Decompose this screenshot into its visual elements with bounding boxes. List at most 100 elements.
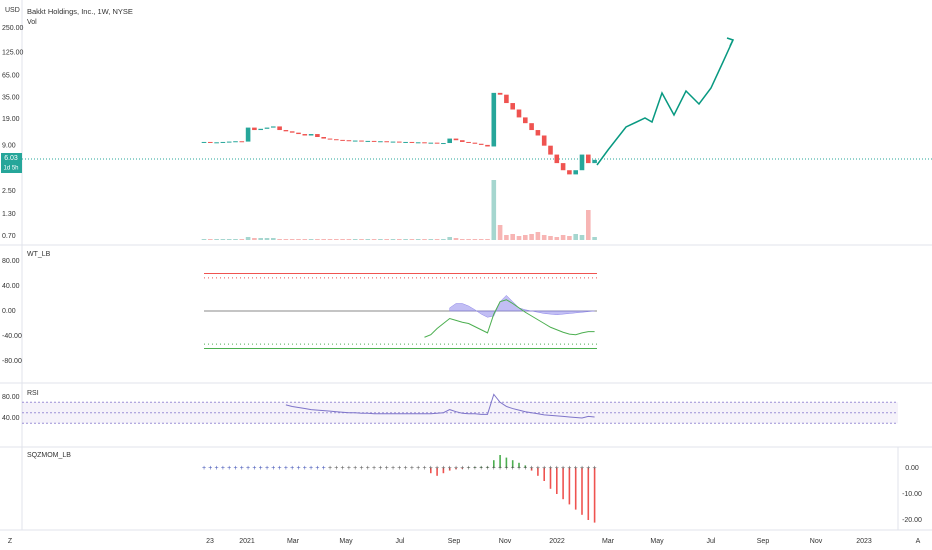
wt-tick-label: 0.00 — [2, 308, 16, 315]
candle — [466, 141, 471, 143]
sqz-bar — [430, 468, 432, 474]
sqz-cross: + — [322, 465, 326, 472]
candle — [579, 154, 585, 171]
volume-bar — [529, 234, 534, 240]
sqz-cross: + — [240, 465, 244, 472]
sqz-bar — [530, 468, 533, 471]
sqz-cross: + — [378, 465, 382, 472]
candle — [296, 132, 301, 135]
candle — [472, 142, 478, 144]
rsi-name: RSI — [27, 390, 39, 397]
rsi-tick-label: 40.00 — [2, 415, 20, 422]
candle — [529, 123, 534, 131]
volume-bar — [586, 210, 591, 240]
sqz-cross: + — [416, 465, 420, 472]
volume-bar — [208, 239, 213, 240]
sqz-cross: + — [542, 465, 546, 472]
rsi-tick-label: 80.00 — [2, 394, 20, 401]
corner-left[interactable]: Z — [8, 538, 13, 545]
sqz-cross: + — [586, 465, 590, 472]
candle — [264, 127, 270, 129]
time-label: Nov — [499, 538, 512, 545]
candle — [233, 141, 238, 143]
candle — [560, 163, 566, 171]
sqz-cross: + — [315, 465, 319, 472]
time-label: Sep — [757, 538, 770, 545]
sqz-cross: + — [454, 465, 458, 472]
volume-bar — [434, 239, 440, 240]
sqz-bar — [493, 460, 495, 468]
candle — [302, 134, 308, 136]
sqz-cross: + — [296, 465, 300, 472]
volume-bar — [535, 232, 541, 240]
sqz-cross: + — [567, 465, 571, 472]
sqz-cross: + — [221, 465, 225, 472]
volume-bar — [485, 239, 490, 240]
sqz-cross: + — [593, 465, 597, 472]
sqz-bar — [474, 466, 476, 468]
sqz-bar — [455, 468, 457, 470]
time-label: 2021 — [239, 538, 255, 545]
candle — [365, 140, 371, 142]
corner-right[interactable]: A — [916, 538, 921, 545]
price-tick-label: 2.50 — [2, 188, 16, 195]
volume-bar — [592, 237, 597, 240]
sqz-cross: + — [397, 465, 401, 472]
volume-bar — [327, 239, 333, 240]
volume-bar — [573, 234, 578, 240]
candle — [226, 141, 232, 143]
candle — [245, 127, 251, 142]
sqz-bar — [480, 466, 482, 468]
time-label: May — [339, 538, 353, 545]
sqz-cross: + — [479, 465, 483, 472]
price-tick-label: 19.00 — [2, 116, 20, 123]
candle — [359, 140, 364, 142]
candle — [239, 141, 245, 143]
sqz-bar — [524, 465, 527, 468]
candle — [453, 138, 459, 141]
volume-bar — [258, 238, 263, 240]
volume-bar — [478, 239, 484, 240]
volume-bar — [441, 239, 446, 240]
candle — [214, 142, 219, 144]
volume-bar — [283, 239, 289, 240]
sqz-cross: + — [372, 465, 376, 472]
volume-bar — [308, 239, 314, 240]
sqz-cross: + — [555, 465, 559, 472]
sqz-bar — [442, 468, 445, 474]
sqz-cross: + — [341, 465, 345, 472]
sqz-cross: + — [492, 465, 496, 472]
volume-bar — [409, 239, 415, 240]
sqz-cross: + — [435, 465, 439, 472]
forecast-arrowhead — [726, 37, 735, 47]
price-tick-label: 0.70 — [2, 233, 16, 240]
sqz-tick-label: -10.00 — [902, 491, 922, 498]
candle — [252, 127, 257, 131]
sqz-cross: + — [309, 465, 313, 472]
sqz-tick-label: 0.00 — [905, 465, 919, 472]
candle — [535, 130, 541, 136]
volume-bar — [516, 236, 522, 240]
sqz-cross: + — [580, 465, 584, 472]
volume-bar — [315, 239, 320, 240]
sqz-cross: + — [404, 465, 408, 472]
candle — [371, 140, 377, 142]
candle — [516, 109, 522, 118]
sqz-bar — [505, 457, 508, 468]
time-label: Sep — [448, 538, 461, 545]
volume-bar — [359, 239, 364, 240]
sqz-cross: + — [523, 465, 527, 472]
wt-tick-label: -80.00 — [2, 358, 22, 365]
volume-bar — [296, 239, 301, 240]
volume-bar — [397, 239, 402, 240]
sqz-cross: + — [517, 465, 521, 472]
sqz-cross: + — [504, 465, 508, 472]
volume-bar — [371, 239, 377, 240]
sqz-cross: + — [284, 465, 288, 472]
candle — [397, 141, 402, 143]
sqz-cross: + — [347, 465, 351, 472]
candle — [327, 138, 333, 140]
sqz-cross: + — [303, 465, 307, 472]
